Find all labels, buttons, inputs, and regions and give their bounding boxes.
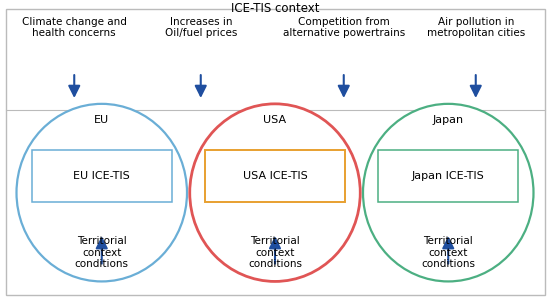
Text: Japan ICE-TIS: Japan ICE-TIS bbox=[412, 171, 485, 181]
Text: Territorial
context
conditions: Territorial context conditions bbox=[248, 236, 302, 269]
Ellipse shape bbox=[363, 104, 534, 281]
FancyBboxPatch shape bbox=[31, 150, 172, 202]
Text: Territorial
context
conditions: Territorial context conditions bbox=[421, 236, 475, 269]
Text: Competition from
alternative powertrains: Competition from alternative powertrains bbox=[283, 17, 405, 38]
Text: USA ICE-TIS: USA ICE-TIS bbox=[243, 171, 307, 181]
Text: EU: EU bbox=[94, 115, 109, 126]
Text: Territorial
context
conditions: Territorial context conditions bbox=[75, 236, 129, 269]
Text: Climate change and
health concerns: Climate change and health concerns bbox=[22, 17, 126, 38]
Text: EU ICE-TIS: EU ICE-TIS bbox=[73, 171, 130, 181]
Text: USA: USA bbox=[263, 115, 287, 126]
Ellipse shape bbox=[16, 104, 187, 281]
FancyBboxPatch shape bbox=[205, 150, 345, 202]
Text: ICE-TIS context: ICE-TIS context bbox=[231, 2, 319, 14]
Text: Air pollution in
metropolitan cities: Air pollution in metropolitan cities bbox=[427, 17, 525, 38]
FancyBboxPatch shape bbox=[378, 150, 518, 202]
Ellipse shape bbox=[190, 104, 360, 281]
Text: Increases in
Oil/fuel prices: Increases in Oil/fuel prices bbox=[164, 17, 237, 38]
Text: Japan: Japan bbox=[433, 115, 464, 126]
FancyBboxPatch shape bbox=[6, 9, 544, 295]
